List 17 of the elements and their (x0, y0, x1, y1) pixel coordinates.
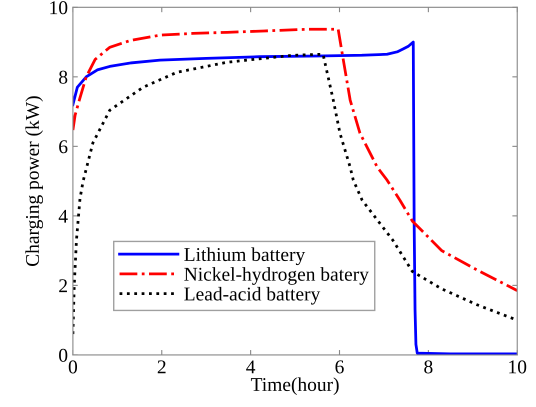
y-tick-label: 10 (50, 1, 68, 14)
y-tick-label: 4 (58, 210, 68, 223)
x-tick-label: 2 (158, 360, 166, 374)
x-tick-label: 8 (424, 360, 432, 374)
y-tick-label: 6 (59, 140, 68, 154)
x-tick-label: 0 (68, 360, 78, 374)
legend-label: Lithium battery (184, 247, 306, 266)
x-tick-label: 4 (246, 360, 256, 374)
x-axis-title: Time(hour) (250, 377, 339, 396)
y-axis-title: Charging power (kW) (25, 96, 44, 266)
x-tick-label: 10 (509, 360, 526, 374)
x-tick-label: 6 (335, 360, 344, 374)
y-tick-label: 2 (59, 279, 67, 292)
y-tick-label: 0 (59, 348, 68, 362)
legend-label: Lead-acid battery (184, 286, 320, 305)
legend-label: Nickel-hydrogen batery (184, 267, 369, 285)
y-tick-label: 8 (59, 70, 68, 84)
